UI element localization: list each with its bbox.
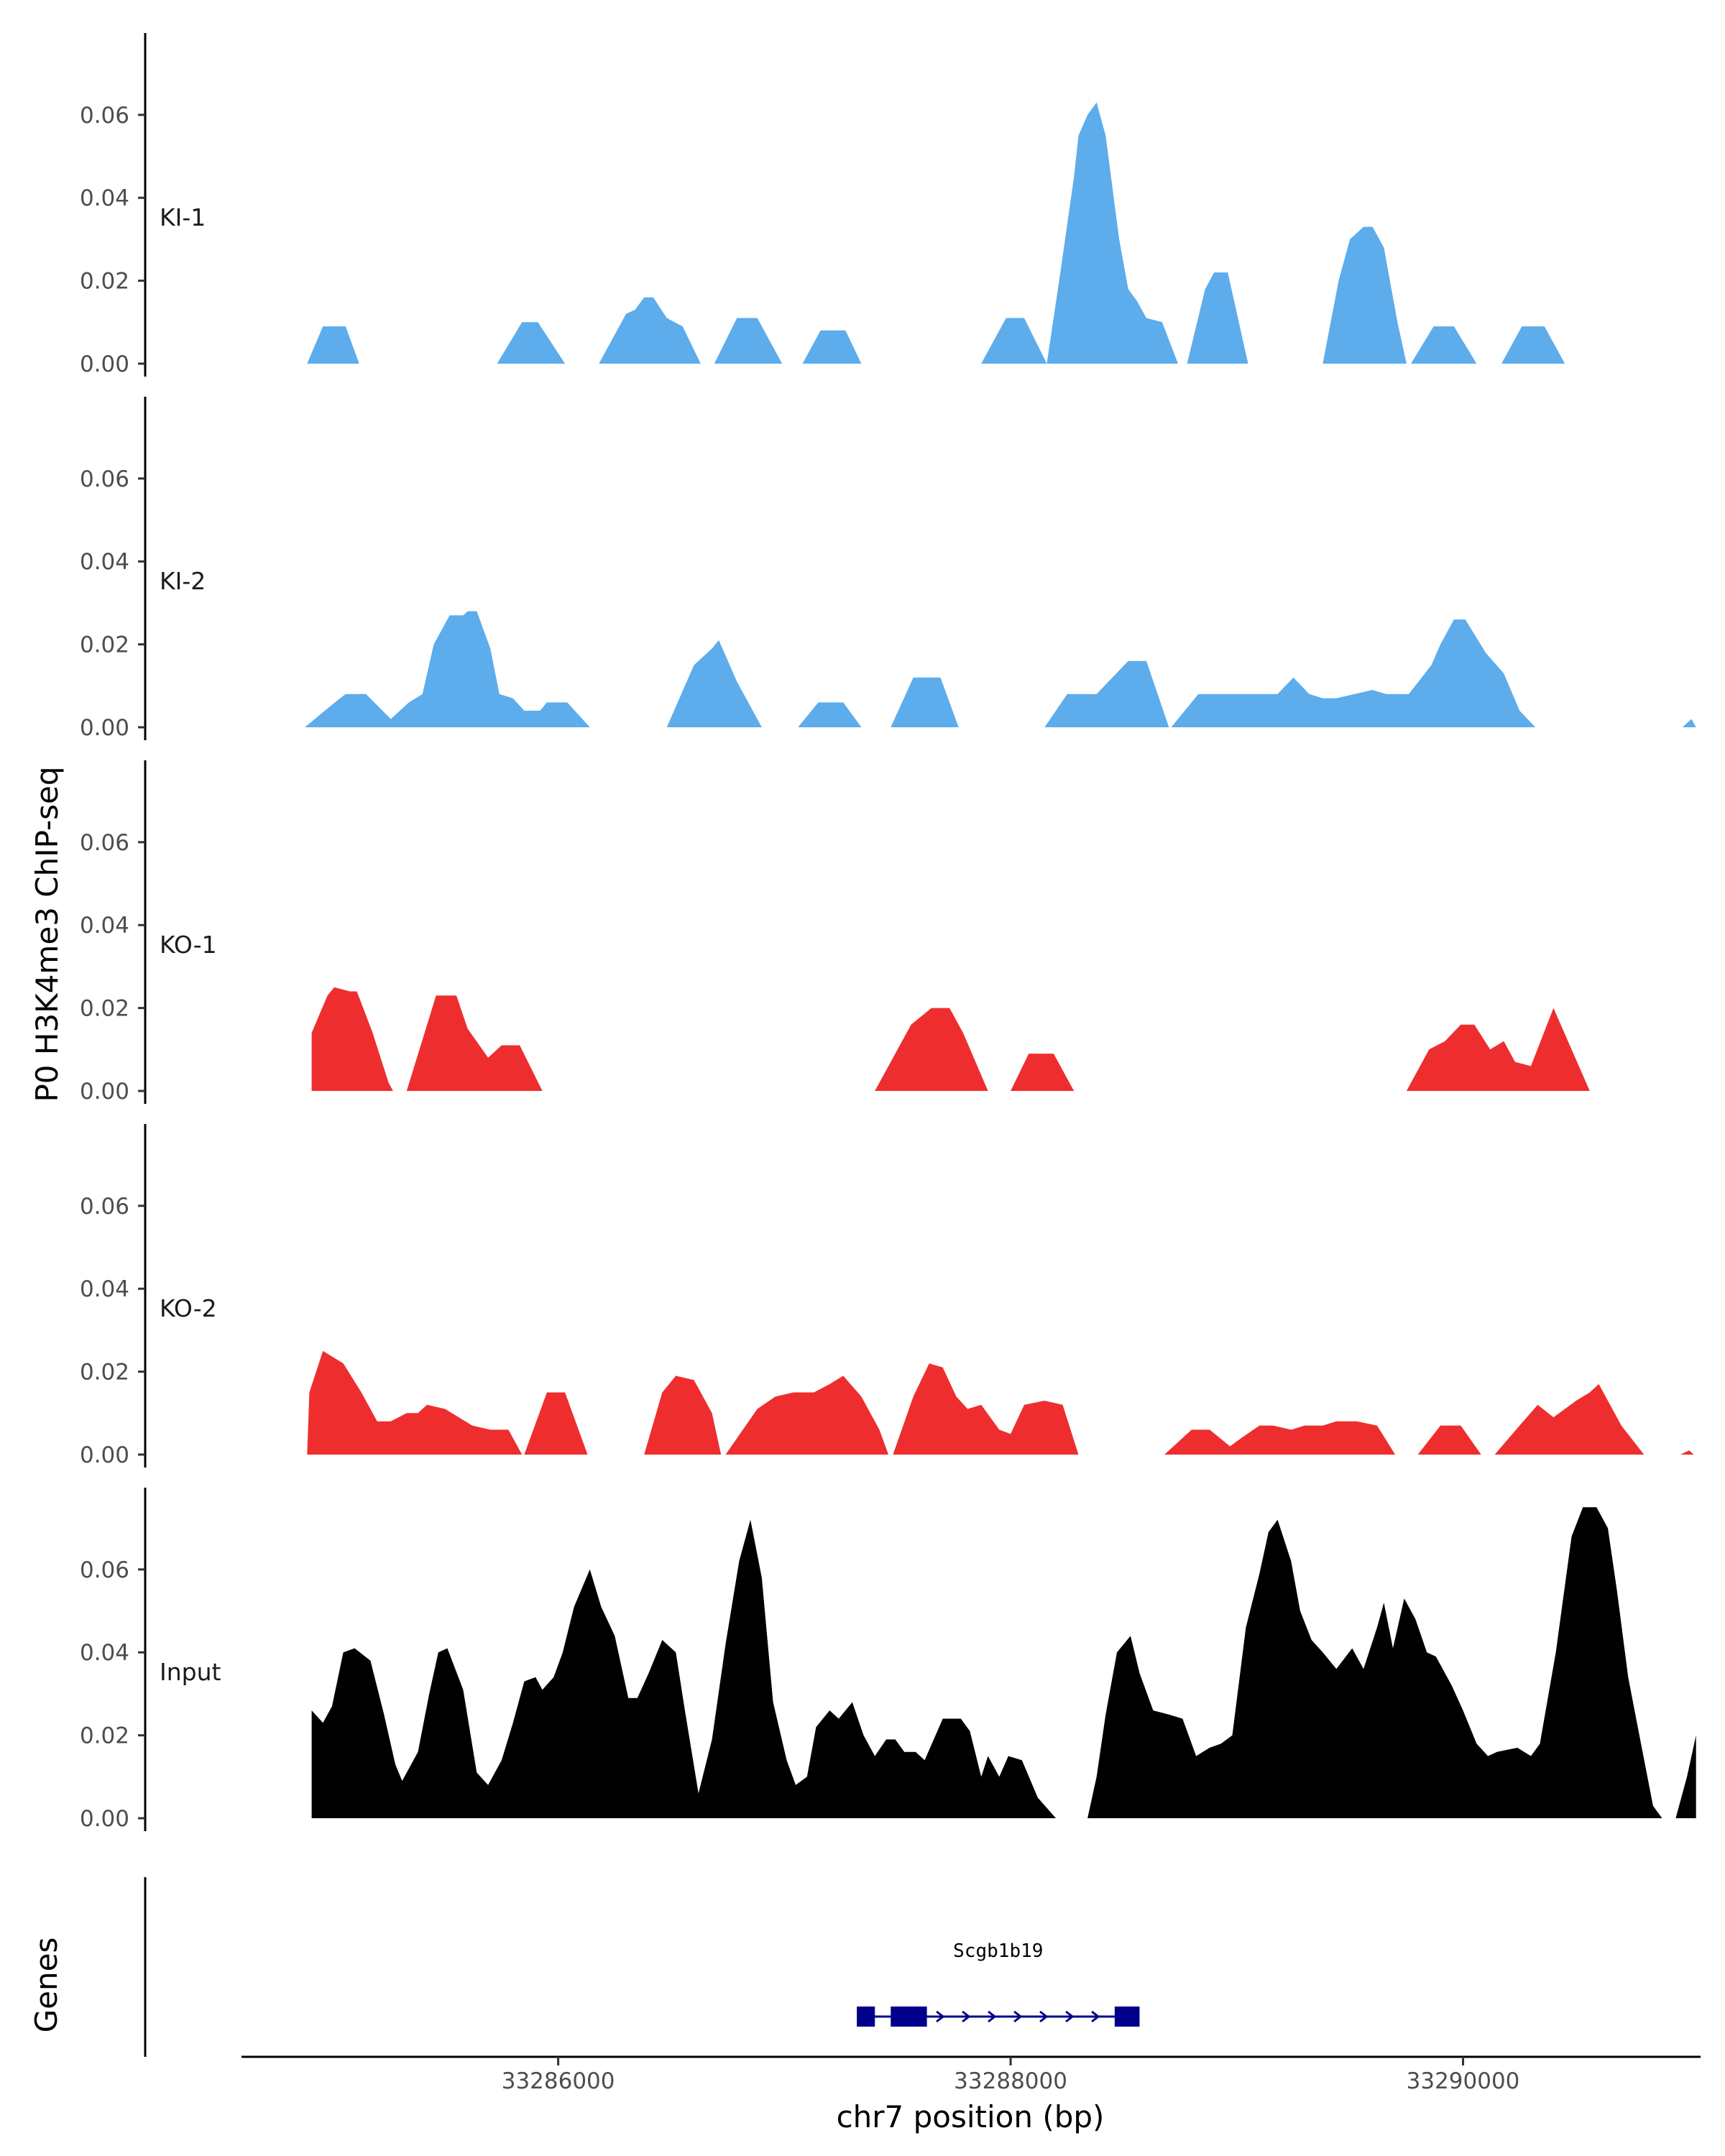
track-label: KI-1 xyxy=(160,203,206,231)
signal-area-ki-1-11 xyxy=(1501,326,1565,364)
y-tick-label: 0.02 xyxy=(80,269,129,295)
gene-exon xyxy=(891,2007,927,2027)
signal-area-ki-1-1 xyxy=(307,326,359,364)
gene-track: Genes Scgb1b19 xyxy=(29,1877,1140,2057)
y-tick-label: 0.06 xyxy=(80,830,129,856)
y-tick-label: 0.02 xyxy=(80,1723,129,1749)
signal-area-ki-2-3 xyxy=(798,702,862,727)
x-tick-label: 33290000 xyxy=(1407,2068,1520,2094)
strand-arrow-icon xyxy=(1065,2010,1075,2023)
signal-area-ko-2-6 xyxy=(1164,1421,1396,1455)
signal-area-ko-2-9 xyxy=(1680,1450,1694,1455)
signal-area-input-3 xyxy=(1675,1735,1696,1818)
signal-area-ki-2-2 xyxy=(666,640,762,727)
signal-area-ko-2-4 xyxy=(725,1376,889,1455)
signal-area-ki-2-4 xyxy=(891,677,959,727)
signal-area-ki-1-6 xyxy=(981,318,1047,364)
signal-area-ko-2-2 xyxy=(524,1392,588,1455)
signal-area-ki-1-3 xyxy=(599,297,701,364)
y-tick-label: 0.02 xyxy=(80,1360,129,1386)
gene-model xyxy=(857,2007,1140,2027)
signal-area-ko-2-5 xyxy=(893,1363,1079,1455)
y-tick-label: 0.04 xyxy=(80,913,129,939)
y-tick-label: 0.00 xyxy=(80,1442,129,1468)
y-axis-title: P0 H3K4me3 ChIP-seq xyxy=(29,766,65,1102)
signal-area-ki-1-10 xyxy=(1411,326,1477,364)
x-axis: 33286000 33288000 33290000 chr7 position (… xyxy=(242,2055,1701,2134)
y-tick-label: 0.06 xyxy=(80,103,129,129)
signal-area-input-2 xyxy=(1087,1507,1662,1818)
signal-area-input-1 xyxy=(311,1519,1057,1818)
track-ki-1: 0.00 0.02 0.04 0.06 KI-1 xyxy=(80,33,1565,377)
signal-area-ki-2-6 xyxy=(1171,619,1536,727)
strand-arrow-icon xyxy=(1013,2010,1023,2023)
signal-area-ki-1-9 xyxy=(1322,226,1407,364)
gene-exon xyxy=(1114,2007,1140,2027)
x-ticks: 33286000 33288000 33290000 xyxy=(502,2057,1520,2094)
strand-arrow-icon xyxy=(1039,2010,1049,2023)
signal-area-ki-1-8 xyxy=(1187,272,1248,364)
track-ko-1: 0.00 0.02 0.04 0.06 KO-1 xyxy=(80,760,1590,1105)
signal-area-ko-2-3 xyxy=(644,1376,722,1455)
y-tick-label: 0.06 xyxy=(80,1194,129,1220)
signal-area-ki-1-2 xyxy=(497,322,566,364)
signal-area-ko-2-8 xyxy=(1494,1383,1644,1455)
signal-area-ki-1-7 xyxy=(1046,102,1178,364)
signal-area-ki-2-1 xyxy=(305,611,590,727)
tracks: 0.00 0.02 0.04 0.06 KI-1 0.00 0.02 0.04 0.06 KI-2… xyxy=(80,33,1696,1832)
signal-area-ki-2-7 xyxy=(1682,719,1696,727)
strand-arrow-icon xyxy=(1091,2010,1100,2023)
signal-area-ki-1-4 xyxy=(714,318,783,364)
signal-area-ko-2-7 xyxy=(1417,1425,1481,1455)
track-input: 0.00 0.02 0.04 0.06 Input xyxy=(80,1488,1696,1832)
signal-area-ko-1-4 xyxy=(1011,1054,1075,1091)
x-axis-title: chr7 position (bp) xyxy=(837,2099,1105,2134)
signal-area-ko-1-3 xyxy=(875,1008,988,1091)
signal-area-ki-2-5 xyxy=(1044,660,1169,727)
signal-area-ko-1-2 xyxy=(406,995,543,1091)
signal-area-ko-1-5 xyxy=(1406,1008,1590,1091)
y-tick-label: 0.02 xyxy=(80,632,129,658)
x-tick-label: 33286000 xyxy=(502,2068,615,2094)
track-label: KO-1 xyxy=(160,931,217,959)
genes-track-label: Genes xyxy=(29,1938,64,2033)
strand-arrow-icon xyxy=(936,2010,945,2023)
strand-arrow-icon xyxy=(962,2010,971,2023)
y-tick-label: 0.04 xyxy=(80,185,129,211)
track-label: KI-2 xyxy=(160,567,206,595)
y-tick-label: 0.00 xyxy=(80,1806,129,1832)
signal-area-ki-1-5 xyxy=(802,330,862,364)
y-tick-label: 0.02 xyxy=(80,996,129,1022)
track-label: KO-2 xyxy=(160,1294,217,1322)
gene-exon xyxy=(857,2007,875,2027)
x-tick-label: 33288000 xyxy=(954,2068,1067,2094)
y-tick-label: 0.04 xyxy=(80,549,129,575)
y-tick-label: 0.04 xyxy=(80,1640,129,1666)
y-tick-label: 0.00 xyxy=(80,1079,129,1105)
gene-label: Scgb1b19 xyxy=(953,1940,1043,1962)
track-ki-2: 0.00 0.02 0.04 0.06 KI-2 xyxy=(80,397,1696,741)
signal-area-ko-1-1 xyxy=(311,987,393,1091)
y-tick-label: 0.06 xyxy=(80,1557,129,1583)
y-tick-label: 0.06 xyxy=(80,466,129,492)
signal-area-ko-2-1 xyxy=(307,1350,523,1455)
track-ko-2: 0.00 0.02 0.04 0.06 KO-2 xyxy=(80,1124,1694,1468)
strand-arrow-icon xyxy=(988,2010,997,2023)
y-tick-label: 0.04 xyxy=(80,1276,129,1302)
track-label: Input xyxy=(160,1658,221,1686)
y-tick-label: 0.00 xyxy=(80,351,129,377)
y-tick-label: 0.00 xyxy=(80,715,129,741)
